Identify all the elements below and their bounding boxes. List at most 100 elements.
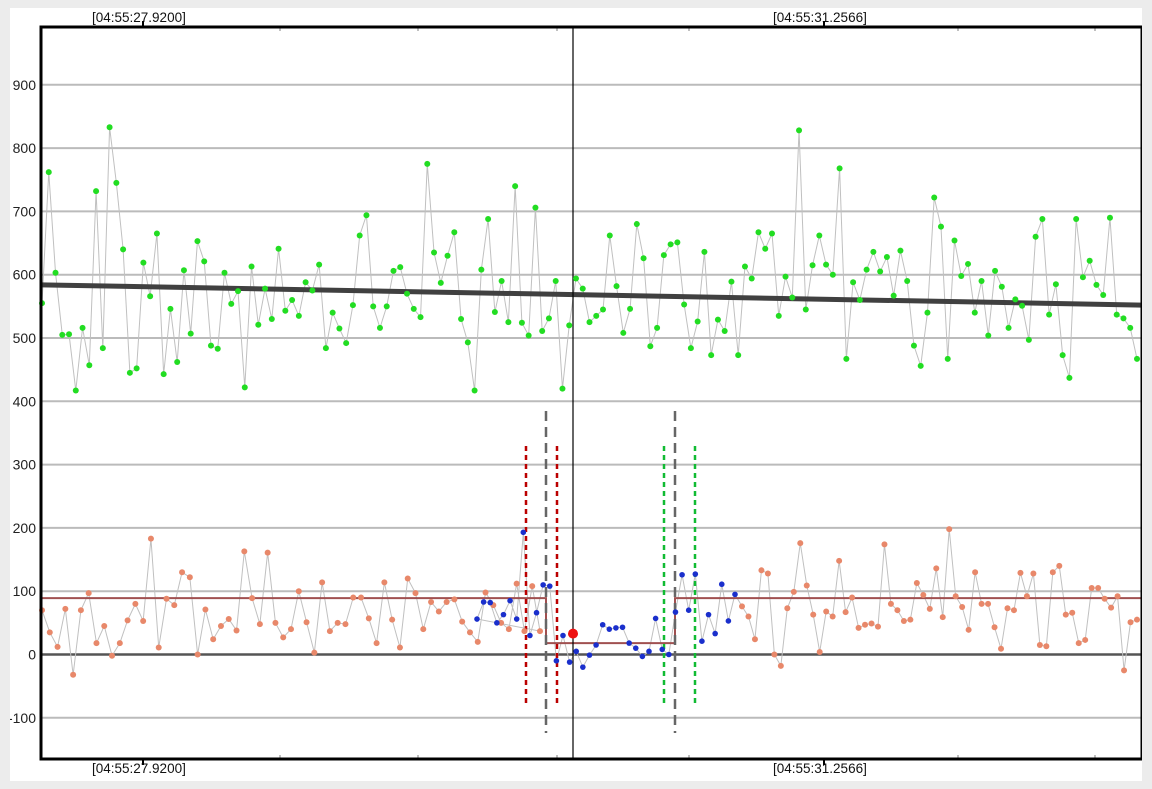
lower-point: [537, 628, 543, 635]
upper-point: [471, 387, 478, 394]
lower-point: [389, 616, 396, 623]
lower-point: [965, 626, 972, 633]
lower-point: [505, 626, 512, 633]
upper-point: [863, 266, 870, 273]
lower-point: [233, 627, 240, 634]
lower-point: [959, 604, 966, 611]
upper-point: [823, 261, 830, 268]
upper-point: [992, 267, 999, 274]
lower-point: [521, 628, 528, 635]
upper-point: [904, 278, 911, 285]
upper-point: [79, 324, 86, 331]
upper-point: [464, 339, 471, 346]
lower-point: [816, 648, 823, 655]
upper-point: [532, 204, 539, 211]
upper-point: [120, 246, 127, 253]
lower-point: [241, 548, 248, 555]
lower-point: [93, 640, 100, 647]
lower-point: [1010, 607, 1017, 614]
upper-point: [545, 315, 552, 322]
y-tick-label: 900: [13, 77, 37, 93]
upper-point: [728, 278, 735, 285]
upper-point: [491, 309, 498, 316]
upper-point: [640, 255, 647, 262]
upper-point: [322, 345, 329, 352]
upper-point: [809, 262, 816, 269]
upper-point: [883, 253, 890, 260]
upper-point: [431, 249, 438, 256]
upper-point: [275, 245, 282, 252]
lower-point: [358, 594, 365, 601]
lower-point: [280, 634, 287, 641]
lower-point: [474, 638, 481, 645]
lower-point: [952, 593, 959, 600]
upper-point: [735, 352, 742, 359]
event-point: [619, 624, 626, 631]
lower-point: [124, 617, 131, 624]
upper-point: [1086, 257, 1093, 264]
lower-point: [186, 574, 193, 581]
upper-point: [59, 331, 66, 338]
event-point: [679, 571, 685, 578]
upper-point: [1052, 281, 1059, 288]
upper-point: [789, 294, 796, 301]
lower-point: [482, 589, 489, 596]
upper-point: [52, 269, 59, 276]
event-point: [599, 621, 606, 628]
upper-point: [221, 269, 228, 276]
event-point: [632, 645, 639, 651]
upper-point: [262, 285, 269, 292]
event-point: [540, 582, 546, 588]
lower-point: [1082, 636, 1089, 643]
plot-area: [41, 27, 1142, 759]
upper-point: [160, 371, 167, 378]
y-tick-label: 500: [13, 330, 37, 346]
lower-point: [420, 626, 427, 633]
upper-point: [1005, 324, 1012, 331]
lower-point: [803, 582, 810, 589]
lower-point: [810, 611, 817, 618]
lower-point: [295, 588, 302, 595]
upper-point: [478, 266, 485, 273]
upper-point: [147, 293, 154, 300]
upper-point: [572, 275, 579, 282]
upper-point: [174, 359, 181, 366]
event-point: [626, 640, 632, 646]
y-axis-labels: -100 0 100 200 300 400 500 600 700 800 900: [10, 77, 36, 726]
upper-point: [1073, 215, 1080, 222]
upper-point: [633, 221, 640, 228]
upper-point: [836, 165, 843, 172]
lower-point: [771, 651, 778, 658]
time-label-bottom-right: [04:55:31.2566]: [773, 761, 867, 776]
upper-point: [451, 229, 458, 236]
lower-point: [381, 579, 388, 586]
plot-svg: -100 0 100 200 300 400 500 600 700 800 900 [04:55:…: [10, 10, 1142, 776]
lower-point: [303, 619, 310, 626]
y-tick-label: 300: [13, 457, 37, 473]
event-point: [566, 659, 573, 665]
lower-point: [46, 629, 53, 636]
upper-point: [843, 355, 850, 362]
lower-point: [225, 616, 232, 623]
upper-point: [390, 267, 397, 274]
upper-point: [1134, 355, 1140, 362]
upper-point: [856, 297, 863, 304]
upper-point: [518, 319, 525, 326]
lower-point: [311, 649, 318, 656]
lower-point: [249, 595, 256, 602]
upper-point: [383, 303, 390, 310]
upper-point: [1127, 324, 1134, 331]
lower-point: [764, 570, 771, 577]
upper-point: [235, 288, 242, 295]
upper-point: [775, 312, 782, 319]
upper-point: [404, 290, 410, 297]
lower-point: [842, 609, 849, 616]
y-tick-label: 800: [13, 140, 37, 156]
lower-point: [784, 605, 791, 612]
upper-point: [755, 229, 762, 236]
upper-point: [153, 230, 160, 237]
upper-point: [194, 238, 201, 245]
lower-point: [1108, 604, 1115, 611]
upper-point: [207, 342, 214, 349]
upper-point: [748, 275, 755, 282]
